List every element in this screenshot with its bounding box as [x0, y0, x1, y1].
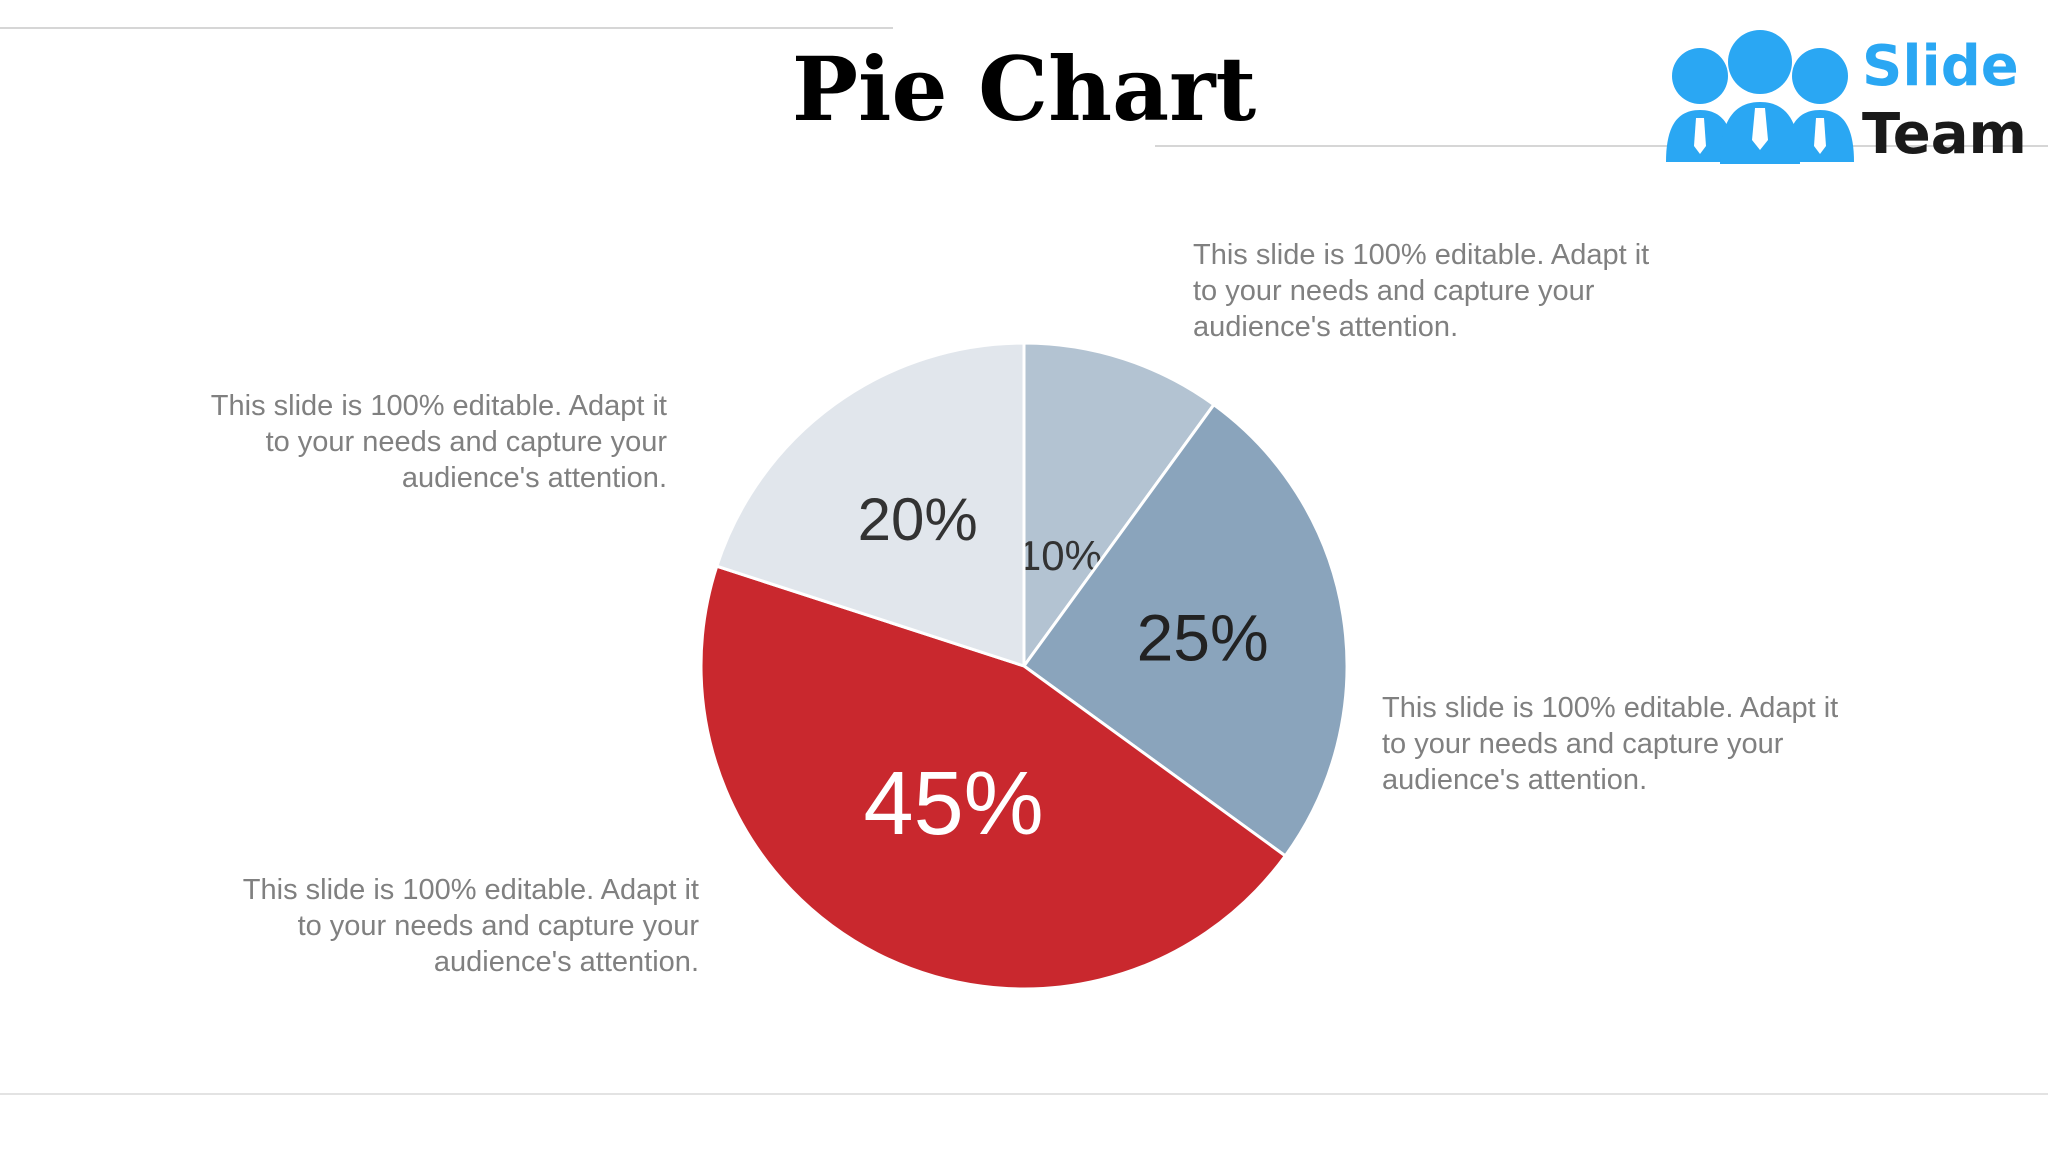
title-underline-divider [1155, 145, 2048, 147]
pie-label-10: 10% [1018, 532, 1102, 579]
bottom-divider [0, 1093, 2048, 1095]
pie-slice-45 [699, 564, 1287, 991]
pie-label-25: 25% [1137, 601, 1269, 675]
logo-word-team: Team [1862, 102, 2027, 167]
pie-slice-25 [1022, 403, 1349, 858]
pie-slice-20 [715, 341, 1026, 668]
slideteam-logo: Slide Team [1660, 28, 2027, 168]
slide-title: Pie Chart [791, 37, 1257, 141]
note-top-left: This slide is 100% editable. Adapt it to… [210, 390, 667, 494]
note-bottom-left: This slide is 100% editable. Adapt it to… [242, 874, 699, 978]
pie-label-45: 45% [864, 754, 1044, 854]
pie-label-20: 20% [858, 486, 978, 553]
note-right: This slide is 100% editable. Adapt it to… [1382, 692, 1839, 796]
pie-slice-10 [1022, 341, 1216, 668]
note-top-right: This slide is 100% editable. Adapt it to… [1193, 239, 1650, 343]
logo-word-slide: Slide [1862, 34, 2019, 99]
people-group-icon [1666, 30, 1854, 164]
top-left-divider [0, 27, 893, 29]
